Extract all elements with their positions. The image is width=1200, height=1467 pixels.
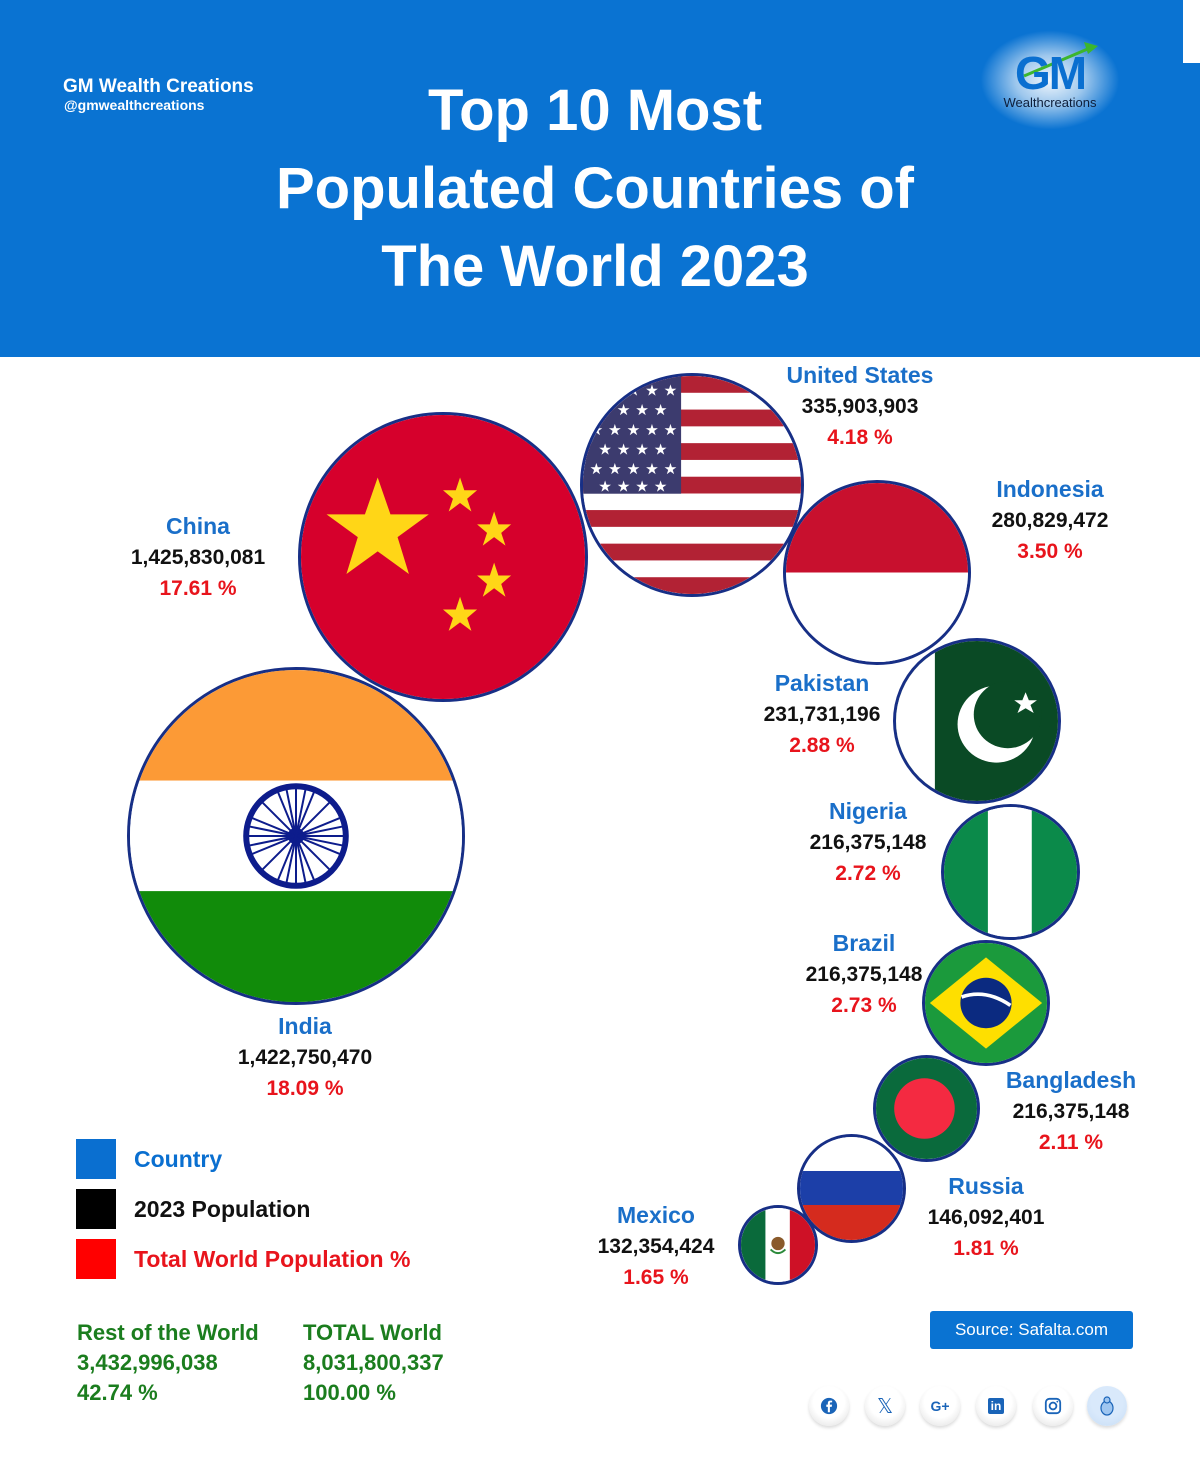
country-percent: 2.73 % xyxy=(831,994,897,1017)
country-name: Bangladesh xyxy=(1005,1067,1137,1093)
brazil-flag xyxy=(922,940,1050,1066)
country-name: China xyxy=(166,513,230,539)
legend-swatch-blue xyxy=(76,1139,116,1179)
indonesia-flag xyxy=(783,480,971,665)
rest-of-world-summary: Rest of the World 3,432,996,038 42.74 % xyxy=(77,1318,259,1408)
brand-handle: @gmwealthcreations xyxy=(64,97,205,113)
country-label-brazil: Brazil 216,375,148 2.73 % xyxy=(764,928,964,1022)
legend-label: Total World Population % xyxy=(134,1246,411,1272)
country-population: 146,092,401 xyxy=(927,1206,1045,1229)
rest-population: 3,432,996,038 xyxy=(77,1350,218,1375)
country-label-india: India 1,422,750,470 18.09 % xyxy=(190,1011,420,1105)
legend-label: 2023 Population xyxy=(134,1196,311,1222)
x-icon[interactable]: 𝕏 xyxy=(865,1386,905,1426)
svg-text:★ ★ ★ ★ ★: ★ ★ ★ ★ ★ xyxy=(590,382,678,400)
country-name: Brazil xyxy=(832,930,896,956)
country-population: 231,731,196 xyxy=(763,703,881,726)
koo-icon[interactable] xyxy=(1087,1386,1127,1426)
pakistan-flag xyxy=(893,638,1061,804)
country-percent: 1.65 % xyxy=(623,1266,689,1289)
nigeria-flag xyxy=(941,804,1080,940)
country-label-bangladesh: Bangladesh 216,375,148 2.11 % xyxy=(971,1065,1171,1159)
logo-gm-text: GM xyxy=(1014,47,1087,99)
legend-swatch-red xyxy=(76,1239,116,1279)
logo-subtext: Wealthcreations xyxy=(1003,95,1097,110)
country-population: 216,375,148 xyxy=(1012,1100,1130,1123)
country-label-united-states: United States 335,903,903 4.18 % xyxy=(760,360,960,454)
header-banner: GM Wealth Creations @gmwealthcreations T… xyxy=(0,0,1200,357)
country-population: 132,354,424 xyxy=(597,1235,715,1258)
country-percent: 4.18 % xyxy=(827,426,893,449)
linkedin-icon[interactable]: in xyxy=(976,1386,1016,1426)
country-label-indonesia: Indonesia 280,829,472 3.50 % xyxy=(950,474,1150,568)
rest-percent: 42.74 % xyxy=(77,1380,158,1405)
country-percent: 2.72 % xyxy=(835,862,901,885)
gm-logo: GM Wealthcreations xyxy=(980,30,1120,130)
title-line-1: Top 10 Most xyxy=(427,78,763,143)
country-percent: 1.81 % xyxy=(953,1237,1019,1260)
country-percent: 2.11 % xyxy=(1038,1131,1104,1154)
country-label-pakistan: Pakistan 231,731,196 2.88 % xyxy=(722,668,922,762)
country-name: Indonesia xyxy=(996,476,1104,502)
country-percent: 18.09 % xyxy=(266,1077,344,1100)
country-label-mexico: Mexico 132,354,424 1.65 % xyxy=(556,1200,756,1294)
svg-text:★ ★ ★ ★ ★: ★ ★ ★ ★ ★ xyxy=(590,460,678,478)
country-name: Russia xyxy=(948,1173,1024,1199)
source-badge: Source: Safalta.com xyxy=(930,1311,1133,1349)
country-population: 216,375,148 xyxy=(805,963,923,986)
growth-arrow-icon xyxy=(1023,42,1098,78)
google-plus-icon[interactable]: G+ xyxy=(920,1386,960,1426)
country-population: 1,422,750,470 xyxy=(237,1046,373,1069)
country-percent: 3.50 % xyxy=(1017,540,1083,563)
total-population: 8,031,800,337 xyxy=(303,1350,444,1375)
country-name: Nigeria xyxy=(829,798,907,824)
country-population: 335,903,903 xyxy=(801,395,919,418)
country-name: Mexico xyxy=(617,1202,695,1228)
instagram-icon[interactable] xyxy=(1033,1386,1073,1426)
svg-text:★ ★ ★ ★: ★ ★ ★ ★ xyxy=(598,440,667,458)
brand-name: GM Wealth Creations xyxy=(63,76,254,97)
country-label-russia: Russia 146,092,401 1.81 % xyxy=(886,1171,1086,1265)
china-flag xyxy=(298,412,588,702)
total-world-summary: TOTAL World 8,031,800,337 100.00 % xyxy=(303,1318,444,1408)
legend-label: Country xyxy=(134,1146,223,1172)
title-line-2: Populated Countries of xyxy=(276,156,914,221)
bangladesh-flag xyxy=(873,1055,980,1162)
country-population: 280,829,472 xyxy=(991,509,1109,532)
total-percent: 100.00 % xyxy=(303,1380,396,1405)
country-population: 1,425,830,081 xyxy=(130,546,266,569)
country-label-china: China 1,425,830,081 17.61 % xyxy=(98,511,298,605)
country-percent: 2.88 % xyxy=(789,734,855,757)
india-flag xyxy=(127,667,465,1005)
facebook-icon[interactable] xyxy=(809,1386,849,1426)
svg-text:★ ★ ★ ★ ★: ★ ★ ★ ★ ★ xyxy=(590,421,678,439)
title-line-3: The World 2023 xyxy=(381,234,809,299)
country-name: United States xyxy=(786,362,934,388)
total-label: TOTAL World xyxy=(303,1320,442,1345)
svg-text:★ ★ ★ ★: ★ ★ ★ ★ xyxy=(598,478,667,496)
page-title: Top 10 Most Populated Countries of The W… xyxy=(200,72,990,306)
svg-text:★ ★ ★ ★: ★ ★ ★ ★ xyxy=(598,401,667,419)
country-name: Pakistan xyxy=(774,670,870,696)
header-notch xyxy=(1183,0,1200,63)
country-population: 216,375,148 xyxy=(809,831,927,854)
rest-label: Rest of the World xyxy=(77,1320,259,1345)
country-percent: 17.61 % xyxy=(159,577,237,600)
country-name: India xyxy=(278,1013,332,1039)
country-label-nigeria: Nigeria 216,375,148 2.72 % xyxy=(768,796,968,890)
legend-swatch-black xyxy=(76,1189,116,1229)
